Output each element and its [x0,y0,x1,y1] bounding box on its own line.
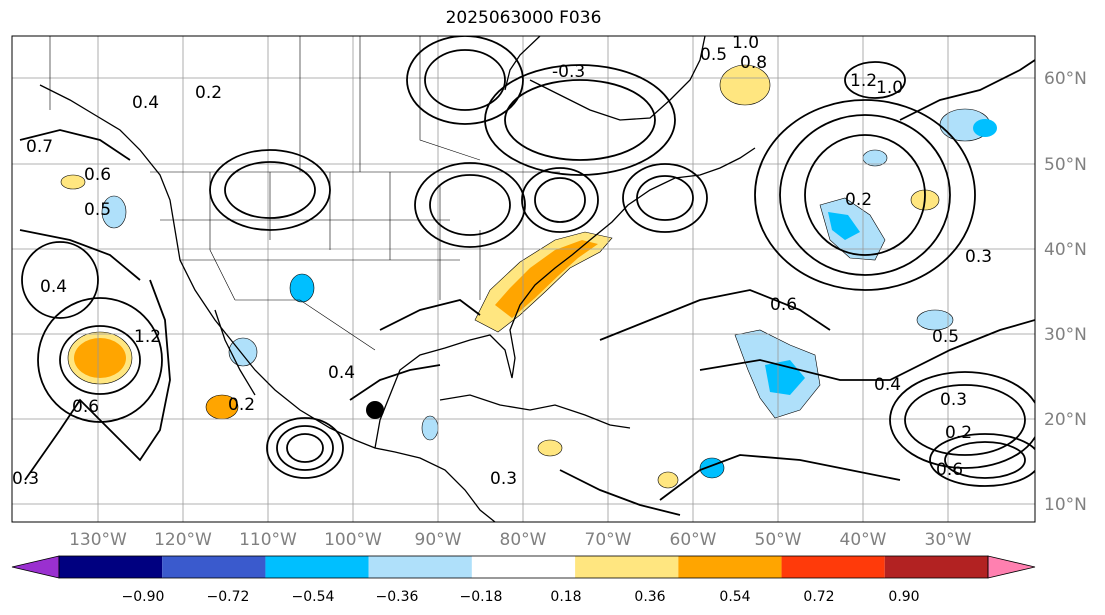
lat-tick-label: 60°N [1044,69,1087,89]
contour-label: 1.2 [134,327,161,347]
map-content: -0.3 1.2 1.0 0.4 0.2 0.7 0.6 0.5 0.4 1.2… [12,33,1035,522]
lon-tick-label: 50°W [755,530,802,550]
contour-label: 0.6 [936,460,963,480]
lon-tick-label: 110°W [239,530,297,550]
contour-label: 0.4 [874,375,901,395]
colorbar-tick-label: −0.72 [207,589,250,605]
contour-label: 0.2 [195,83,222,103]
contour-label: 0.3 [940,390,967,410]
colorbar-tick-label: −0.18 [460,589,503,605]
contour-label: 0.3 [12,469,39,489]
colorbar-tick-label: 0.72 [803,589,834,605]
colorbar-tick-label: −0.54 [292,589,335,605]
lat-tick-label: 50°N [1044,155,1087,175]
colorbar-tick-label: −0.36 [376,589,419,605]
colorbar-segment [368,556,472,578]
contour-label: 0.5 [84,200,111,220]
colorbar-extend-min [11,555,60,579]
lon-tick-label: 40°W [840,530,887,550]
contour-label: 0.6 [72,397,99,417]
contour-label: 0.6 [84,165,111,185]
colorbar-segment [59,556,163,578]
longitude-labels: 130°W 120°W 110°W 100°W 90°W 80°W 70°W 6… [69,530,972,550]
colorbar-segment [575,556,679,578]
contour-label: 0.7 [26,137,53,157]
contour-label: 0.8 [740,53,767,73]
colorbar-tick-labels: −0.90 −0.72 −0.54 −0.36 −0.18 0.18 0.36 … [122,589,920,605]
lon-tick-label: 60°W [670,530,717,550]
colorbar-extend-max [987,555,1036,579]
contour-label: 0.2 [845,190,872,210]
colorbar-frame [58,555,989,579]
contour-label: 0.5 [932,327,959,347]
contour-label: 1.2 [850,71,877,91]
colorbar-segment [781,556,885,578]
contour-label: 0.4 [40,277,67,297]
lat-tick-label: 30°N [1044,325,1087,345]
lon-tick-label: 80°W [500,530,547,550]
contour-label: 0.3 [490,469,517,489]
colorbar-segment [162,556,266,578]
map-frame [11,35,1036,523]
lat-tick-label: 10°N [1044,495,1087,515]
map-title: 2025063000 F036 [445,8,602,28]
lon-tick-label: 30°W [925,530,972,550]
lon-tick-label: 90°W [415,530,462,550]
latitude-labels: 60°N 50°N 40°N 30°N 20°N 10°N [1044,69,1087,515]
colorbar [11,555,1036,579]
colorbar-tick-label: −0.90 [122,589,165,605]
lat-tick-label: 40°N [1044,240,1087,260]
storm-center-marker [366,401,384,419]
lon-tick-label: 70°W [585,530,632,550]
colorbar-tick-label: 0.36 [634,589,665,605]
contour-label: 0.4 [132,93,159,113]
contour-label: 0.5 [700,45,727,65]
contour-label: 1.0 [876,78,903,98]
colorbar-tick-label: 0.90 [888,589,919,605]
colorbar-segment [884,556,988,578]
lon-tick-label: 120°W [154,530,212,550]
lon-tick-label: 130°W [69,530,127,550]
contour-label: 0.2 [228,395,255,415]
lat-tick-label: 20°N [1044,410,1087,430]
contour-lines [19,36,1035,516]
contour-label: 0.4 [328,363,355,383]
contour-label: 0.3 [965,247,992,267]
political-borders [49,36,560,351]
colorbar-segment [265,556,369,578]
contour-label: -0.3 [552,62,585,82]
colorbar-segment [471,556,576,578]
colorbar-tick-label: 0.54 [719,589,750,605]
contour-label: 1.0 [732,33,759,53]
contour-label-group: -0.3 1.2 1.0 0.4 0.2 0.7 0.6 0.5 0.4 1.2… [12,33,992,489]
contour-label: 0.2 [945,423,972,443]
colorbar-tick-label: 0.18 [550,589,581,605]
colorbar-segment [678,556,782,578]
contour-label: 0.6 [770,295,797,315]
lon-tick-label: 100°W [324,530,382,550]
